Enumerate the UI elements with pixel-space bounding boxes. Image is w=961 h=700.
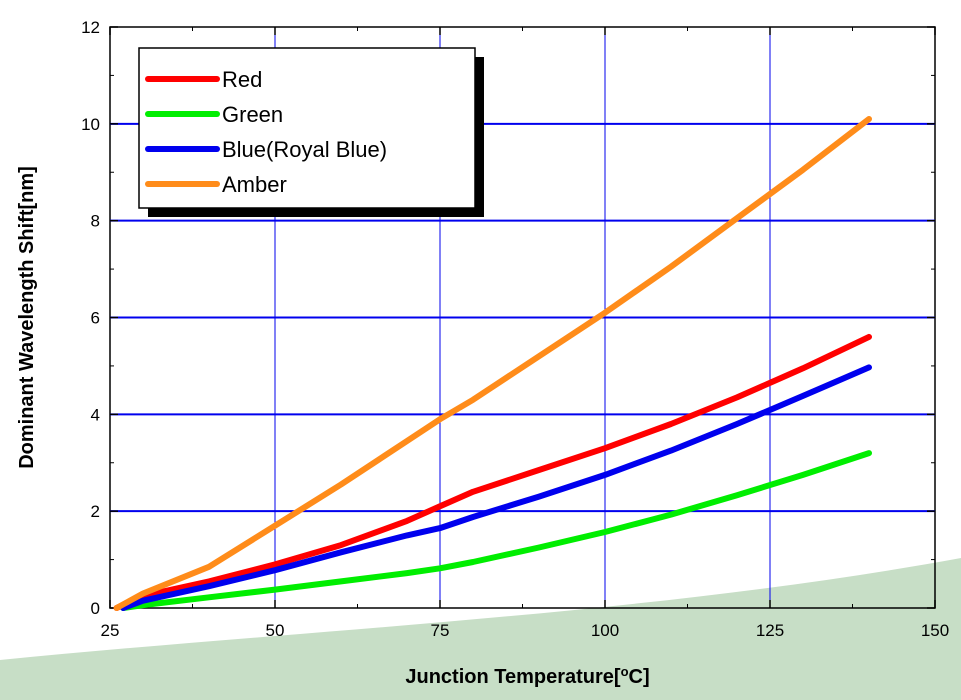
y-tick-label: 0 bbox=[91, 599, 100, 618]
x-axis-title: Junction Temperature[oC] bbox=[405, 664, 649, 689]
series-line-amber bbox=[113, 116, 872, 611]
x-axis-title-main: Junction Temperature[ bbox=[405, 666, 621, 688]
x-tick-label: 75 bbox=[431, 621, 450, 640]
x-tick-label: 100 bbox=[591, 621, 619, 640]
x-tick-label: 50 bbox=[266, 621, 285, 640]
x-tick-label: 150 bbox=[921, 621, 949, 640]
grid bbox=[110, 27, 935, 608]
series-line-blue-royal-blue bbox=[120, 364, 872, 611]
legend-label: Green bbox=[222, 102, 283, 127]
y-tick-label: 8 bbox=[91, 212, 100, 231]
y-tick-label: 2 bbox=[91, 502, 100, 521]
legend: Red Green Blue(Royal Blue) Amber bbox=[138, 47, 484, 217]
x-axis-title-tail: C] bbox=[629, 666, 650, 688]
x-tick-labels: 25 50 75 100 125 150 bbox=[101, 621, 950, 640]
axis-ticks bbox=[109, 26, 936, 609]
x-axis-title-superscript: o bbox=[621, 664, 629, 679]
series-line-green bbox=[120, 450, 872, 611]
legend-label: Blue(Royal Blue) bbox=[222, 137, 387, 162]
legend-label: Red bbox=[222, 67, 262, 92]
x-tick-label: 25 bbox=[101, 621, 120, 640]
y-tick-label: 6 bbox=[91, 309, 100, 328]
y-tick-label: 12 bbox=[81, 18, 100, 37]
y-tick-label: 10 bbox=[81, 115, 100, 134]
y-tick-label: 4 bbox=[91, 405, 100, 424]
background-swoosh bbox=[0, 558, 961, 700]
series-line-red bbox=[113, 333, 872, 611]
y-tick-labels: 0 2 4 6 8 10 12 bbox=[81, 18, 100, 618]
y-axis-title: Dominant Wavelength Shift[nm] bbox=[16, 166, 38, 469]
series-lines bbox=[113, 116, 872, 611]
x-tick-label: 125 bbox=[756, 621, 784, 640]
legend-label: Amber bbox=[222, 172, 287, 197]
